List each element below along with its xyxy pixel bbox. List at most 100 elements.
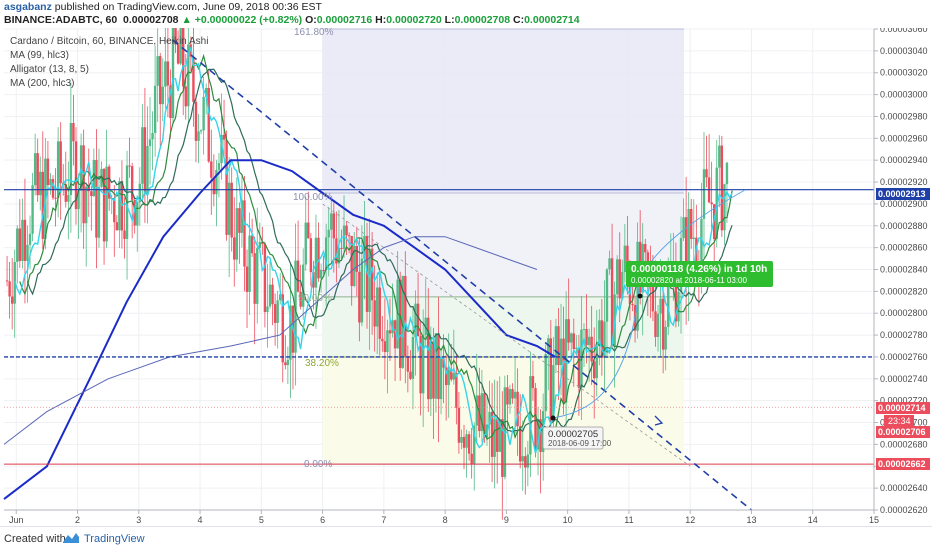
candle-body — [41, 171, 45, 239]
y-tick-label: 0.00002840 — [880, 265, 928, 275]
candle-body — [256, 248, 259, 304]
candle-body — [169, 85, 172, 119]
candle-body — [82, 145, 85, 224]
candle-body — [182, 28, 185, 87]
measure-label[interactable]: 0.00000118 (4.26%) in 1d 10h 0.00002820 … — [626, 261, 773, 287]
candle-body — [702, 169, 706, 219]
candle-body — [720, 145, 724, 231]
candle-body — [220, 134, 223, 164]
candle-body — [266, 306, 269, 313]
y-tick-label: 0.00002760 — [880, 352, 928, 362]
candle-body — [171, 28, 175, 119]
candle-body — [33, 153, 37, 186]
candle-body — [314, 237, 318, 288]
candle-body — [273, 304, 277, 323]
candle-body — [340, 247, 343, 249]
candle-body — [480, 393, 484, 432]
measure-text-2: 0.00002820 at 2018-06-11 03:00 — [631, 276, 748, 285]
candle-body — [174, 28, 177, 45]
candle-body — [21, 219, 24, 261]
candle-body — [603, 321, 606, 358]
tag-hline: 0.00002913 — [878, 189, 926, 199]
y-tick-label: 0.00002820 — [880, 286, 928, 296]
candle-body — [225, 139, 228, 235]
candle-body — [452, 373, 456, 380]
candle-body — [286, 359, 290, 366]
high-label: H: — [375, 14, 387, 26]
x-tick-label: 11 — [624, 515, 633, 525]
candle-body — [353, 246, 356, 286]
candle-body — [498, 419, 501, 452]
candle-body — [113, 197, 116, 223]
y-tick-label: 0.00002980 — [880, 111, 928, 121]
candle-body — [570, 333, 573, 343]
candle-body — [271, 284, 274, 305]
candle-body — [404, 276, 407, 357]
candle-body — [337, 247, 341, 264]
tradingview-brand-link[interactable]: TradingView — [84, 533, 145, 545]
candle-body — [289, 305, 292, 360]
candle-body — [67, 195, 70, 202]
y-tick-label: 0.00002860 — [880, 243, 928, 253]
candle-body — [651, 277, 655, 312]
candle-body — [263, 244, 267, 313]
legend: Cardano / Bitcoin, 60, BINANCE, Heikin A… — [10, 36, 208, 89]
price-change: ▲ +0.00000022 (+0.82%) — [181, 14, 303, 26]
note-anchor-dot — [550, 415, 556, 421]
candle-body — [164, 61, 167, 87]
candle-body — [406, 356, 410, 372]
candle-body — [526, 454, 530, 468]
candle-body — [531, 376, 535, 389]
candle-body — [577, 347, 581, 388]
candle-body — [187, 44, 190, 107]
author-link[interactable]: asgabanz — [4, 1, 52, 13]
y-tick-label: 0.00002740 — [880, 374, 928, 384]
candle-body — [345, 225, 348, 236]
candle-body — [631, 304, 634, 306]
y-tick-label: 0.00002900 — [880, 199, 928, 209]
price-note-date: 2018-06-09 17:00 — [548, 439, 612, 448]
candle-body — [202, 96, 205, 131]
y-tick-label: 0.00002940 — [880, 155, 928, 165]
candle-body — [667, 280, 670, 327]
candle-body — [416, 303, 420, 337]
candle-body — [279, 294, 282, 301]
candle-body — [587, 336, 591, 346]
candle-body — [296, 260, 300, 292]
candle-body — [307, 222, 310, 239]
candle-body — [455, 373, 458, 408]
candle-body — [598, 320, 601, 346]
candle-body — [276, 300, 279, 323]
candle-body — [659, 298, 662, 314]
candle-body — [401, 276, 404, 368]
fibonacci-retracement[interactable] — [322, 28, 685, 465]
candle-body — [46, 158, 50, 186]
candle-body — [493, 419, 496, 457]
price-note[interactable]: 0.00002705 2018-06-09 17:00 — [542, 426, 612, 450]
candle-body — [309, 238, 313, 273]
y-tick-label: 0.00002960 — [880, 133, 928, 143]
candle-body — [585, 329, 588, 346]
candle-body — [654, 311, 657, 337]
low-value: 0.00002708 — [454, 14, 511, 26]
candle-body — [439, 358, 443, 400]
candle-body — [322, 269, 325, 271]
symbol-ohlc-line: BINANCE:ADABTC, 60 0.00002708 ▲ +0.00000… — [4, 14, 580, 27]
drawing-tools[interactable] — [4, 39, 874, 511]
candle-body — [59, 141, 62, 184]
candle-body — [85, 186, 88, 224]
candle-body — [107, 166, 111, 199]
candle-body — [513, 391, 517, 399]
candle-body — [105, 166, 108, 242]
candle-body — [207, 88, 210, 162]
candle-body — [544, 354, 547, 412]
price-chart[interactable]: 0.00003060 0.00003040 0.00003020 0.00003000… — [0, 28, 932, 526]
x-tick-label: 6 — [320, 515, 325, 525]
candle-body — [710, 202, 713, 205]
candle-body — [516, 391, 519, 427]
candle-body — [718, 145, 721, 168]
candle-body — [381, 338, 384, 342]
candle-body — [54, 197, 57, 199]
candle-body — [355, 246, 358, 272]
x-tick-label: 4 — [198, 515, 203, 525]
